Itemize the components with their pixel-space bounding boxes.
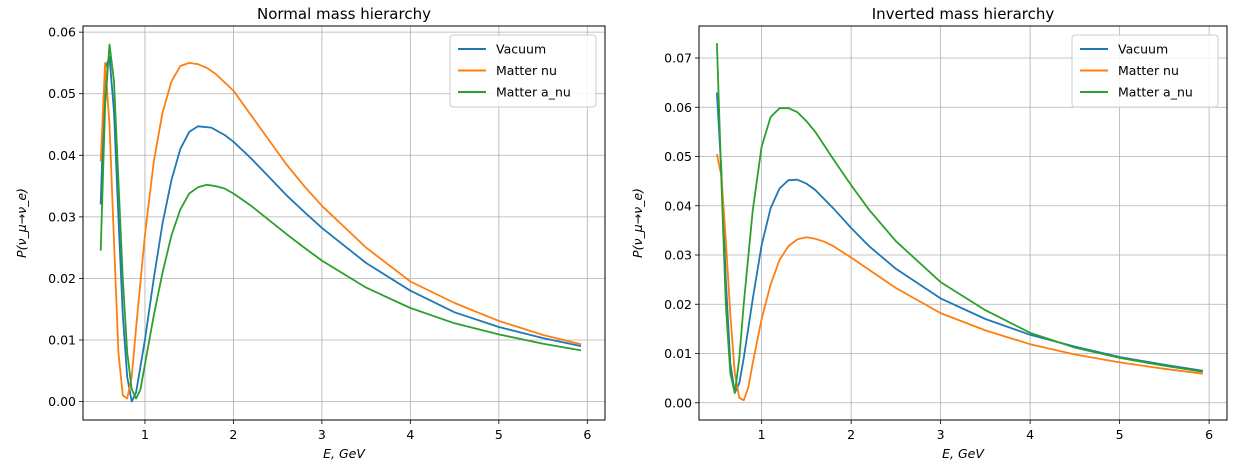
y-tick-label: 0.03: [664, 248, 692, 263]
x-tick-label: 1: [758, 427, 766, 442]
y-tick-label: 0.01: [664, 346, 692, 361]
series-line-vacuum: [99, 55, 582, 403]
y-tick-label: 0.01: [48, 332, 76, 347]
x-axis-label: E, GeV: [323, 446, 366, 461]
legend-label: Vacuum: [496, 42, 546, 57]
plot-frame: [82, 25, 606, 421]
x-tick-label: 6: [1205, 427, 1213, 442]
y-tick-label: 0.04: [664, 198, 692, 213]
x-axis-label: E, GeV: [942, 446, 985, 461]
legend-label: Matter nu: [496, 63, 557, 78]
chart-2: 1 2 3 4 5 6 0.00 0.01 0.02 0.03 0.04 0.05 0.06 0.07 In…: [630, 5, 1228, 461]
x-tick-label: 5: [495, 427, 503, 442]
y-tick-label: 0.07: [664, 51, 692, 66]
y-tick-label: 0.02: [48, 271, 76, 286]
x-tick-label: 2: [229, 427, 237, 442]
legend-label: Matter a_nu: [1118, 85, 1193, 100]
x-tick-label: 1: [141, 427, 149, 442]
chart-title: Inverted mass hierarchy: [872, 5, 1055, 23]
y-tick-label: 0.00: [664, 395, 692, 410]
y-tick-label: 0.06: [664, 100, 692, 115]
chart-1: 1 2 3 4 5 6 0.00 0.01 0.02 0.03 0.04 0.05 0.06 Normal…: [14, 5, 606, 461]
y-tick-label: 0.05: [664, 149, 692, 164]
series-line-matter-nu: [716, 153, 1203, 402]
legend: Vacuum Matter nu Matter a_nu: [449, 34, 597, 108]
x-tick-label: 3: [318, 427, 326, 442]
series-line-matter-nu: [99, 62, 582, 400]
y-axis-label: P(ν_μ→ν_e): [14, 188, 29, 258]
y-tick-label: 0.05: [48, 86, 76, 101]
x-tick-label: 4: [1026, 427, 1034, 442]
legend-box: [1071, 34, 1219, 108]
legend-label: Matter nu: [1118, 63, 1179, 78]
series-line-matter-a-nu: [99, 43, 582, 400]
x-tick-label: 2: [847, 427, 855, 442]
series-line-matter-a-nu: [716, 43, 1203, 394]
x-tick-label: 4: [406, 427, 414, 442]
y-tick-label: 0.00: [48, 394, 76, 409]
y-tick-label: 0.03: [48, 209, 76, 224]
legend-box: [449, 34, 597, 108]
x-tick-label: 3: [937, 427, 945, 442]
series-line-vacuum: [716, 92, 1203, 394]
chart-title: Normal mass hierarchy: [257, 5, 431, 23]
y-tick-label: 0.02: [664, 297, 692, 312]
y-tick-label: 0.04: [48, 148, 76, 163]
legend-label: Matter a_nu: [496, 85, 571, 100]
plot-frame: [698, 25, 1228, 421]
x-tick-label: 6: [583, 427, 591, 442]
x-tick-label: 5: [1116, 427, 1124, 442]
legend-label: Vacuum: [1118, 42, 1168, 57]
y-tick-label: 0.06: [48, 25, 76, 40]
y-axis-label: P(ν_μ→ν_e): [630, 188, 645, 258]
legend: Vacuum Matter nu Matter a_nu: [1071, 34, 1219, 108]
